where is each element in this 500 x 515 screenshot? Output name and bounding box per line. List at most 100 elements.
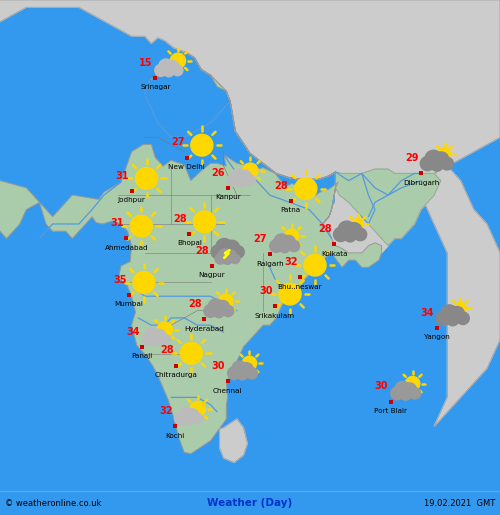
Text: Hyderabad: Hyderabad <box>184 326 224 332</box>
Text: Kochi: Kochi <box>166 433 184 439</box>
Text: Srinagar: Srinagar <box>140 84 170 91</box>
Circle shape <box>237 369 248 380</box>
Text: Chitradurga: Chitradurga <box>155 372 198 378</box>
Text: Srikakulam: Srikakulam <box>255 313 295 319</box>
Circle shape <box>158 59 173 73</box>
Polygon shape <box>336 169 441 246</box>
Text: Panaji: Panaji <box>132 353 152 359</box>
Circle shape <box>192 414 202 424</box>
Text: Mumbai: Mumbai <box>114 301 144 307</box>
Text: Dibrugarh: Dibrugarh <box>403 180 439 186</box>
Text: New Delhi: New Delhi <box>168 164 205 170</box>
Polygon shape <box>322 188 388 253</box>
Circle shape <box>270 239 282 252</box>
Circle shape <box>216 238 233 255</box>
Circle shape <box>150 336 161 346</box>
Circle shape <box>450 306 464 321</box>
Text: 32: 32 <box>159 406 172 416</box>
Circle shape <box>222 248 234 260</box>
Text: Nagpur: Nagpur <box>198 272 225 278</box>
Polygon shape <box>220 419 248 462</box>
Circle shape <box>153 329 166 342</box>
Circle shape <box>440 158 454 170</box>
Circle shape <box>130 215 152 237</box>
Text: 26: 26 <box>212 167 225 178</box>
Circle shape <box>400 390 411 400</box>
Circle shape <box>232 246 244 258</box>
Text: Raigarh: Raigarh <box>256 261 283 267</box>
Circle shape <box>204 304 217 317</box>
Circle shape <box>274 234 289 249</box>
Circle shape <box>227 174 239 186</box>
Circle shape <box>186 409 198 421</box>
Text: Jodhpur: Jodhpur <box>118 197 146 203</box>
Circle shape <box>236 177 246 186</box>
Circle shape <box>279 283 301 305</box>
Circle shape <box>280 242 290 253</box>
Circle shape <box>441 305 458 321</box>
Text: 28: 28 <box>188 299 202 309</box>
Circle shape <box>184 415 194 425</box>
Circle shape <box>438 148 450 160</box>
Text: Weather (Day): Weather (Day) <box>208 498 292 508</box>
Circle shape <box>146 328 160 342</box>
Text: 34: 34 <box>126 327 140 337</box>
Circle shape <box>215 253 226 264</box>
Circle shape <box>157 322 172 337</box>
Circle shape <box>242 356 256 370</box>
Circle shape <box>425 150 442 167</box>
Circle shape <box>288 241 300 252</box>
Text: Kolkata: Kolkata <box>321 251 347 256</box>
Circle shape <box>223 255 232 265</box>
Circle shape <box>420 157 435 171</box>
Circle shape <box>352 218 364 230</box>
Text: 28: 28 <box>318 224 332 234</box>
Text: Bhopal: Bhopal <box>177 241 202 247</box>
Circle shape <box>294 178 317 199</box>
Text: 31: 31 <box>116 170 129 181</box>
Circle shape <box>231 169 246 183</box>
Circle shape <box>304 254 326 276</box>
Text: 27: 27 <box>254 234 267 244</box>
Circle shape <box>166 60 179 73</box>
Text: 34: 34 <box>421 308 434 318</box>
Circle shape <box>391 387 404 400</box>
Circle shape <box>142 333 154 345</box>
Circle shape <box>346 223 362 238</box>
Circle shape <box>178 407 193 421</box>
Circle shape <box>190 402 206 417</box>
Circle shape <box>214 307 224 318</box>
Text: Kanpur: Kanpur <box>215 194 240 200</box>
Circle shape <box>174 413 187 425</box>
Circle shape <box>344 230 356 242</box>
Text: Chennai: Chennai <box>213 388 242 394</box>
Circle shape <box>446 314 458 326</box>
Circle shape <box>406 376 420 391</box>
Circle shape <box>409 388 420 399</box>
Text: 30: 30 <box>259 286 272 296</box>
Text: 31: 31 <box>110 218 124 228</box>
Circle shape <box>338 221 355 238</box>
Circle shape <box>164 67 174 77</box>
Circle shape <box>232 361 247 376</box>
Text: 19.02.2021  GMT: 19.02.2021 GMT <box>424 499 495 508</box>
Circle shape <box>216 300 230 314</box>
Circle shape <box>395 381 410 397</box>
Circle shape <box>230 254 240 264</box>
Circle shape <box>159 334 170 345</box>
Text: 32: 32 <box>284 257 298 267</box>
Circle shape <box>431 160 443 171</box>
Text: 28: 28 <box>196 246 209 255</box>
Circle shape <box>334 227 348 242</box>
Circle shape <box>191 134 213 156</box>
Text: © weatheronline.co.uk: © weatheronline.co.uk <box>5 499 102 508</box>
Circle shape <box>222 305 234 317</box>
Circle shape <box>225 250 236 261</box>
Circle shape <box>218 249 232 261</box>
Circle shape <box>454 302 466 314</box>
Text: Port Blair: Port Blair <box>374 408 408 414</box>
Text: 27: 27 <box>171 138 184 147</box>
Circle shape <box>242 163 258 178</box>
Circle shape <box>133 271 155 294</box>
Text: Ahmedabad: Ahmedabad <box>104 245 148 251</box>
